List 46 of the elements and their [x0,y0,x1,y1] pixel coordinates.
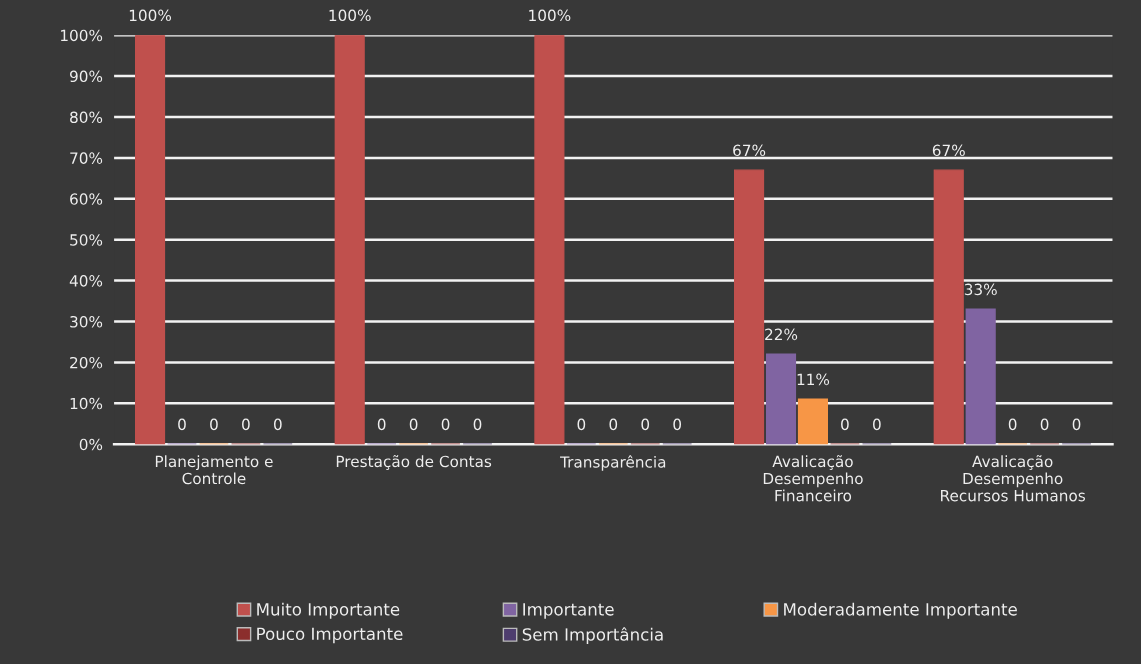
data-label: 33% [964,283,997,296]
data-label: 0 [1008,418,1017,431]
data-label: 100% [129,9,172,22]
legend-label: Muito Importante [257,602,400,619]
data-label: 0 [441,418,450,431]
y-tick-label: 0% [79,438,103,451]
data-label: 0 [473,418,482,431]
data-label: 100% [329,9,371,22]
data-label: 0 [609,418,618,431]
y-tick-label: 40% [69,275,103,287]
data-label: 100% [529,9,571,22]
y-tick-label: 100% [60,29,103,42]
data-label: 0 [841,418,849,431]
y-tick-label: 30% [70,315,103,328]
y-tick-label: 50% [70,234,103,246]
data-label: 0 [1040,418,1049,431]
data-label: 0 [409,418,418,431]
legend-label: Moderadamente Importante [784,602,1017,619]
data-label: 0 [377,418,386,431]
x-tick-label: Avalicação Desempenho Recursos Humanos [941,455,1085,502]
y-tick-label: 20% [70,356,103,369]
data-label: 0 [242,418,250,431]
x-tick-label: Transparência [560,455,666,471]
data-label: 0 [873,418,881,431]
x-tick-label: Prestação de Contas [336,455,492,470]
y-tick-label: 90% [69,70,103,83]
legend-label: Sem Importância [522,627,663,644]
data-label: 0 [1072,418,1081,431]
data-label: 0 [673,418,682,431]
data-label: 0 [641,418,650,431]
data-label: 67% [733,144,766,157]
data-label: 0 [210,418,218,431]
x-tick-label: Avalicação Desempenho Financeiro [763,455,863,502]
x-tick-label: Planejamento e Controle [155,455,273,485]
data-label: 0 [577,418,586,431]
data-label: 11% [797,373,830,386]
legend-label: Importante [523,603,614,619]
y-tick-label: 80% [70,111,103,124]
data-label: 67% [932,144,965,157]
data-label: 0 [273,418,282,431]
data-label: 22% [765,328,798,341]
y-tick-label: 10% [70,397,103,410]
y-tick-label: 70% [70,152,103,164]
y-tick-label: 60% [70,193,103,205]
data-label: 0 [178,418,186,431]
legend-label: Pouco Importante [257,627,403,644]
